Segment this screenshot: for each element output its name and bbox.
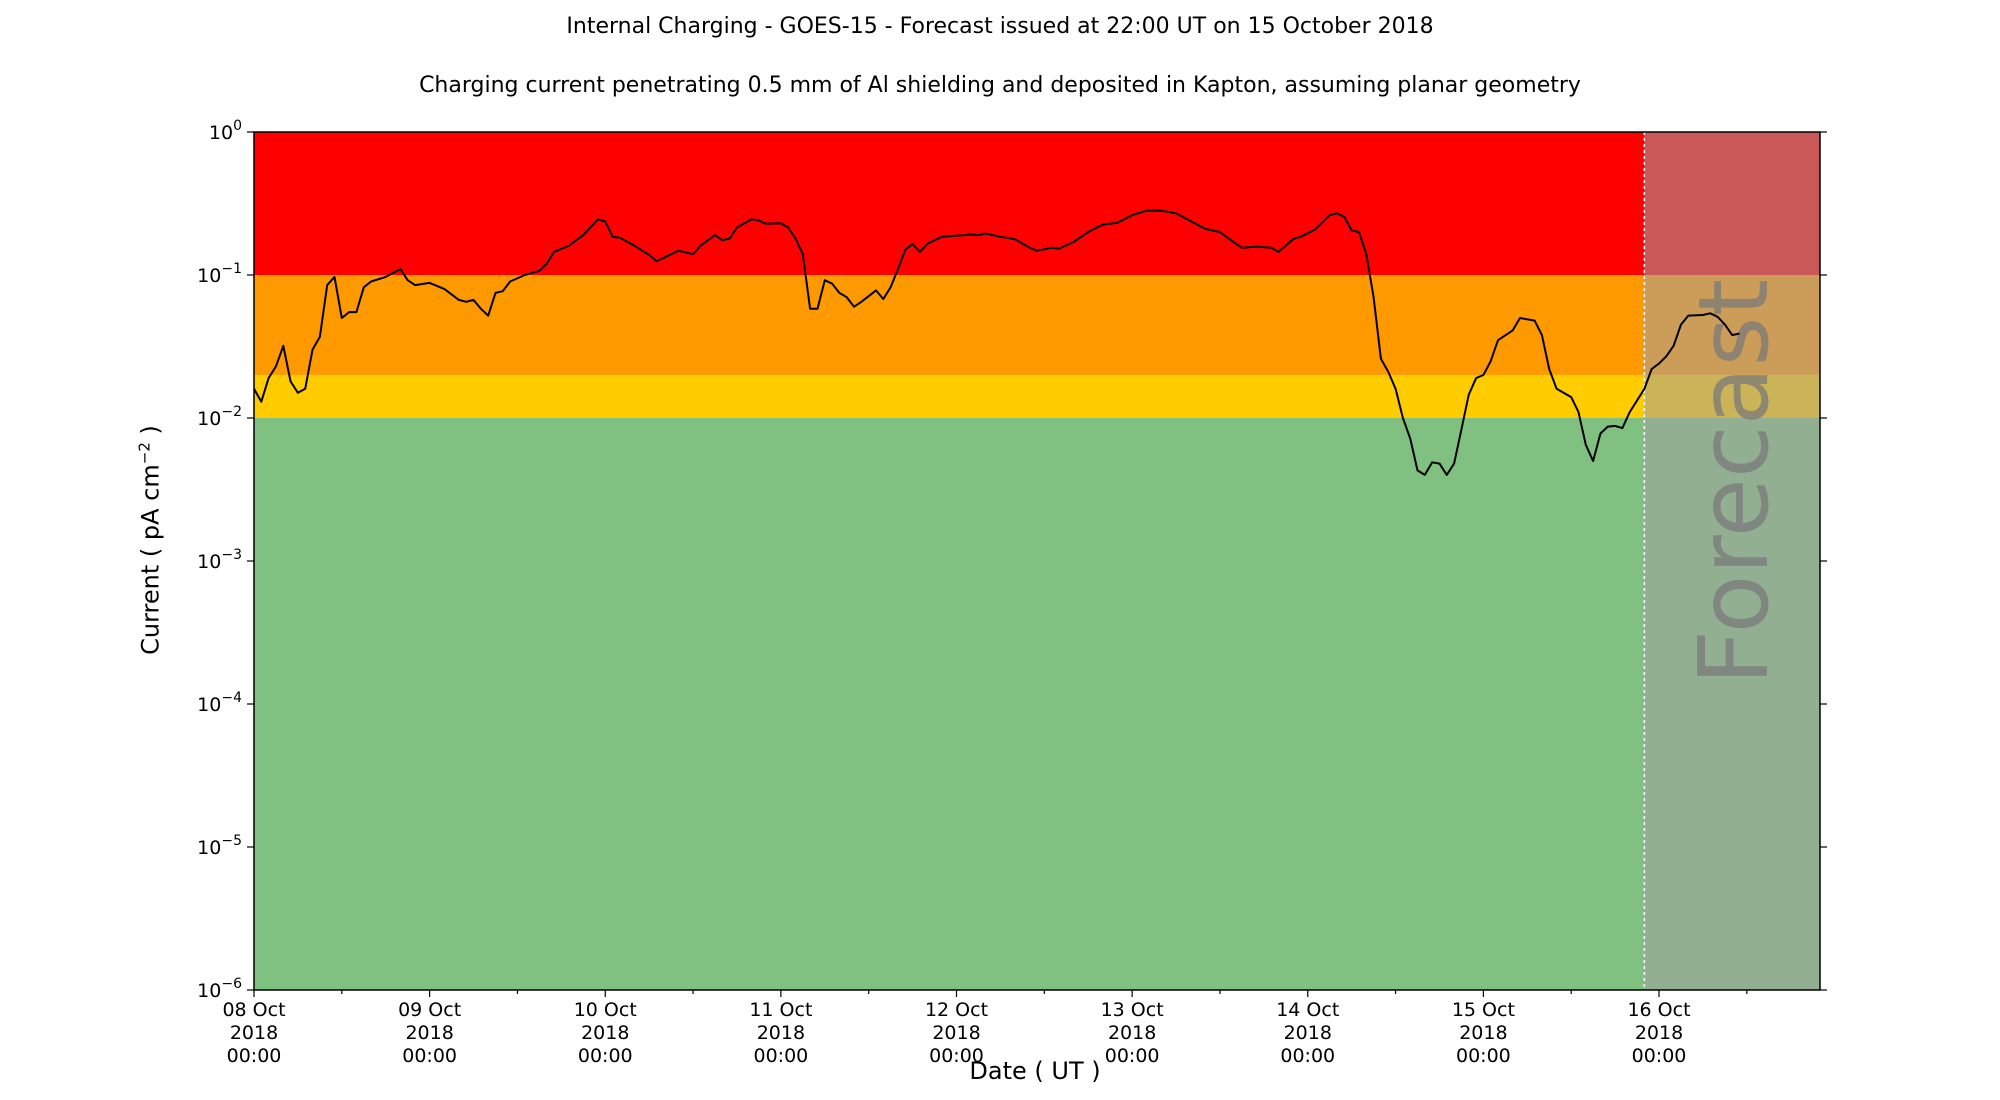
x-tick-label: 2018 <box>230 1022 278 1044</box>
forecast-label: Forecast <box>1678 279 1790 685</box>
y-tick-label-base: 10 <box>197 265 221 287</box>
x-tick-label: 00:00 <box>1456 1045 1511 1067</box>
risk-band-2 <box>254 374 1820 418</box>
chart-subtitle: Charging current penetrating 0.5 mm of A… <box>419 73 1581 98</box>
x-axis-label: Date ( UT ) <box>969 1057 1101 1085</box>
x-tick-label: 12 Oct <box>925 999 988 1021</box>
x-tick-label: 00:00 <box>1280 1045 1335 1067</box>
x-tick-label: 2018 <box>1108 1022 1156 1044</box>
x-tick-label: 2018 <box>1459 1022 1507 1044</box>
x-tick-label: 2018 <box>1635 1022 1683 1044</box>
y-tick-label-exponent: −1 <box>221 261 242 277</box>
chart-title: Internal Charging - GOES-15 - Forecast i… <box>566 14 1434 39</box>
y-tick-label: 10−4 <box>197 690 242 716</box>
x-tick-label: 15 Oct <box>1452 999 1515 1021</box>
y-tick-label: 10−6 <box>197 976 242 1002</box>
y-tick-label: 10−2 <box>197 404 242 430</box>
y-tick-label: 100 <box>209 118 242 144</box>
y-tick-label-base: 10 <box>197 408 221 430</box>
y-tick-label: 10−1 <box>197 261 242 287</box>
x-tick-label: 08 Oct <box>222 999 285 1021</box>
x-tick-label: 2018 <box>581 1022 629 1044</box>
forecast-region <box>1644 132 1820 990</box>
y-tick-label-exponent: −3 <box>221 547 242 563</box>
x-tick-label: 00:00 <box>1105 1045 1160 1067</box>
y-tick-label-exponent: −5 <box>221 833 242 849</box>
series-line <box>253 209 1740 476</box>
y-tick-label: 10−3 <box>197 547 242 573</box>
x-tick-label: 13 Oct <box>1101 999 1164 1021</box>
x-tick-label: 00:00 <box>1632 1045 1687 1067</box>
x-tick-label: 11 Oct <box>749 999 812 1021</box>
x-tick-label: 09 Oct <box>398 999 461 1021</box>
x-tick-label: 2018 <box>757 1022 805 1044</box>
y-tick-label-exponent: −2 <box>221 404 242 420</box>
y-tick-label-exponent: 0 <box>233 118 242 134</box>
y-tick-label-base: 10 <box>197 837 221 859</box>
y-tick-label-base: 10 <box>197 551 221 573</box>
x-tick-label: 14 Oct <box>1276 999 1339 1021</box>
x-tick-label: 00:00 <box>227 1045 282 1067</box>
y-tick-label-exponent: −6 <box>221 976 242 992</box>
risk-band-1 <box>254 275 1820 375</box>
x-tick-label: 16 Oct <box>1627 999 1690 1021</box>
risk-band-0 <box>254 132 1820 275</box>
x-tick-label: 10 Oct <box>574 999 637 1021</box>
x-tick-label: 2018 <box>932 1022 980 1044</box>
y-tick-label-exponent: −4 <box>221 690 242 706</box>
x-tick-label: 00:00 <box>578 1045 633 1067</box>
risk-band-3 <box>254 418 1820 990</box>
x-tick-label: 00:00 <box>402 1045 457 1067</box>
y-tick-label-base: 10 <box>197 980 221 1002</box>
x-tick-label: 2018 <box>405 1022 453 1044</box>
y-tick-label-base: 10 <box>197 694 221 716</box>
x-tick-label: 2018 <box>1284 1022 1332 1044</box>
x-tick-label: 00:00 <box>929 1045 984 1067</box>
y-tick-label: 10−5 <box>197 833 242 859</box>
y-tick-label-base: 10 <box>209 122 233 144</box>
x-tick-label: 00:00 <box>753 1045 808 1067</box>
